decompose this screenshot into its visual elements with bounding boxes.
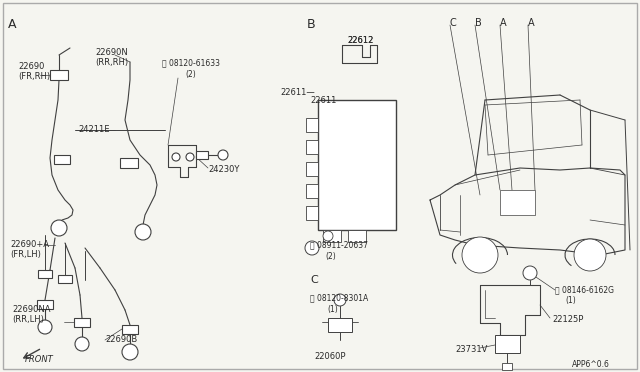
Bar <box>500 190 535 215</box>
Circle shape <box>186 153 194 161</box>
Text: 22690: 22690 <box>18 62 44 71</box>
Text: 22060P: 22060P <box>314 352 346 361</box>
Bar <box>38 270 52 278</box>
Text: 22690NA: 22690NA <box>12 305 51 314</box>
Circle shape <box>334 294 346 306</box>
Bar <box>37 300 53 309</box>
Bar <box>58 275 72 283</box>
Bar <box>306 118 318 132</box>
Bar <box>495 335 520 353</box>
Text: B: B <box>475 18 482 28</box>
Text: A: A <box>528 18 534 28</box>
Bar <box>54 155 70 164</box>
Text: FRONT: FRONT <box>25 355 54 364</box>
Text: Ⓑ 08120-8301A: Ⓑ 08120-8301A <box>310 293 368 302</box>
Circle shape <box>305 241 319 255</box>
Bar <box>74 318 90 327</box>
Text: C: C <box>450 18 457 28</box>
Text: 22611: 22611 <box>310 96 337 105</box>
Text: Ⓑ 08146-6162G: Ⓑ 08146-6162G <box>555 285 614 294</box>
Text: (2): (2) <box>185 70 196 79</box>
Text: B: B <box>307 18 316 31</box>
Bar <box>318 100 396 230</box>
Text: A: A <box>500 18 507 28</box>
Text: (RR,RH): (RR,RH) <box>95 58 128 67</box>
Bar <box>328 318 352 332</box>
Text: APP6^0.6: APP6^0.6 <box>572 360 610 369</box>
Text: 22690+A: 22690+A <box>10 240 49 249</box>
Bar <box>306 140 318 154</box>
Circle shape <box>574 239 606 271</box>
Circle shape <box>135 224 151 240</box>
Text: A: A <box>8 18 17 31</box>
Text: (2): (2) <box>325 252 336 261</box>
Text: (FR,RH): (FR,RH) <box>18 72 50 81</box>
Circle shape <box>172 153 180 161</box>
Text: 22690B: 22690B <box>105 335 137 344</box>
Text: Ⓑ 08120-61633: Ⓑ 08120-61633 <box>162 58 220 67</box>
Circle shape <box>323 231 333 241</box>
Bar <box>50 70 68 80</box>
Text: (RR,LH): (RR,LH) <box>12 315 44 324</box>
Circle shape <box>75 337 89 351</box>
Bar <box>196 151 208 159</box>
Bar <box>306 162 318 176</box>
Bar <box>306 206 318 220</box>
Circle shape <box>122 344 138 360</box>
Text: 22690N: 22690N <box>95 48 128 57</box>
Text: 24230Y: 24230Y <box>208 165 239 174</box>
Bar <box>348 230 366 242</box>
Circle shape <box>38 320 52 334</box>
Circle shape <box>51 220 67 236</box>
Circle shape <box>218 150 228 160</box>
Text: 23731V: 23731V <box>455 345 488 354</box>
Bar <box>120 158 138 168</box>
Text: 22612: 22612 <box>347 36 373 45</box>
Text: (FR,LH): (FR,LH) <box>10 250 41 259</box>
Text: (1): (1) <box>565 296 576 305</box>
Bar <box>323 230 341 242</box>
Circle shape <box>523 266 537 280</box>
Text: ⓝ 08911-20637: ⓝ 08911-20637 <box>310 240 368 249</box>
Bar <box>306 184 318 198</box>
Circle shape <box>462 237 498 273</box>
Bar <box>502 363 512 370</box>
Text: 22612: 22612 <box>347 36 373 45</box>
Text: 22611—: 22611— <box>280 88 315 97</box>
Text: 24211E: 24211E <box>78 125 109 134</box>
Bar <box>122 325 138 334</box>
Text: (1): (1) <box>327 305 338 314</box>
Text: C: C <box>310 275 317 285</box>
Text: 22125P: 22125P <box>552 315 584 324</box>
